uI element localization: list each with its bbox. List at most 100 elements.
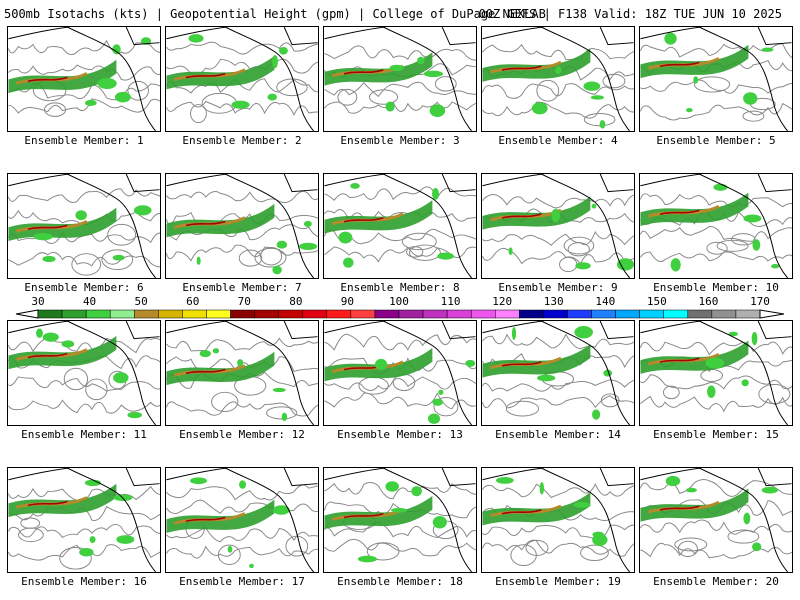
ensemble-map-panel: [323, 26, 477, 132]
isotach-height-map: [640, 321, 792, 425]
isotach-height-map: [640, 174, 792, 278]
isotach-height-map: [166, 27, 318, 131]
colorbar-tick-label: 100: [389, 295, 409, 308]
ensemble-map-panel: [639, 467, 793, 573]
colorbar-swatch: [519, 309, 544, 319]
colorbar-swatch: [37, 309, 63, 319]
ensemble-map-panel: [165, 173, 319, 279]
colorbar-tick-label: 90: [340, 295, 355, 308]
colorbar-swatch: [495, 309, 520, 319]
colorbar-swatch: [735, 309, 761, 319]
colorbar-swatch: [615, 309, 640, 319]
colorbar-swatch: [206, 309, 231, 319]
colorbar-right-arrow: [759, 309, 785, 319]
ensemble-map-panel: [7, 26, 161, 132]
colorbar-swatch: [158, 309, 183, 319]
ensemble-map-panel: [481, 467, 635, 573]
colorbar-swatch: [278, 309, 303, 319]
colorbar-tick-label: 160: [698, 295, 719, 308]
colorbar-tick-label: 140: [595, 295, 616, 308]
isotach-height-map: [640, 468, 792, 572]
ensemble-map-panel: [639, 320, 793, 426]
ensemble-map-panel: [7, 320, 161, 426]
colorbar-tick-label: 80: [289, 295, 303, 308]
isotach-height-map: [324, 27, 476, 131]
ensemble-member-label: Ensemble Member: 16: [21, 575, 147, 588]
isotach-height-map: [8, 321, 160, 425]
ensemble-member-label: Ensemble Member: 2: [182, 134, 302, 147]
ensemble-map-panel: [165, 26, 319, 132]
map-header: 500mb Isotachs (kts) | Geopotential Heig…: [4, 6, 796, 22]
colorbar-swatch: [446, 309, 472, 319]
header-valid-time: 00Z GEFS | F138 Valid: 18Z TUE JUN 10 20…: [478, 7, 782, 21]
colorbar-scale: [15, 309, 785, 319]
colorbar-swatch: [374, 309, 400, 319]
ensemble-map-panel: [481, 320, 635, 426]
colorbar-tick-label: 150: [646, 295, 667, 308]
ensemble-member-label: Ensemble Member: 17: [179, 575, 305, 588]
isotach-height-map: [166, 321, 318, 425]
colorbar-swatch: [591, 309, 616, 319]
colorbar-tick-label: 120: [492, 295, 513, 308]
colorbar: 30 40 50 60 70 80 90 100 110 120 130 140 150 160 170: [0, 296, 800, 320]
ensemble-member-label: Ensemble Member: 3: [340, 134, 460, 147]
colorbar-swatch: [230, 309, 255, 319]
ensemble-map-panel: [323, 467, 477, 573]
colorbar-swatch: [543, 309, 568, 319]
colorbar-swatch: [254, 309, 279, 319]
colorbar-swatch: [639, 309, 664, 319]
ensemble-map-panel: [639, 26, 793, 132]
isotach-height-map: [8, 27, 160, 131]
isotach-height-map: [166, 468, 318, 572]
ensemble-map-panel: [481, 173, 635, 279]
isotach-height-map: [324, 468, 476, 572]
isotach-height-map: [482, 27, 634, 131]
ensemble-member-label: Ensemble Member: 20: [653, 575, 779, 588]
colorbar-tick-label: 130: [543, 295, 564, 308]
ensemble-member-label: Ensemble Member: 1: [24, 134, 144, 147]
colorbar-swatch: [711, 309, 737, 319]
colorbar-swatch: [663, 309, 689, 319]
colorbar-swatch: [350, 309, 376, 319]
ensemble-member-label: Ensemble Member: 8: [340, 281, 460, 294]
ensemble-member-label: Ensemble Member: 19: [495, 575, 621, 588]
ensemble-map-panel: [7, 467, 161, 573]
isotach-height-map: [324, 321, 476, 425]
ensemble-member-label: Ensemble Member: 5: [656, 134, 776, 147]
colorbar-tick-label: 110: [440, 295, 461, 308]
isotach-height-map: [8, 468, 160, 572]
colorbar-swatch: [134, 309, 159, 319]
colorbar-tick-label: 170: [750, 295, 770, 308]
colorbar-swatch: [302, 309, 328, 319]
ensemble-member-label: Ensemble Member: 15: [653, 428, 779, 441]
isotach-height-map: [640, 27, 792, 131]
ensemble-map-panel: [481, 26, 635, 132]
header-title: 500mb Isotachs (kts) | Geopotential Heig…: [4, 7, 546, 21]
colorbar-swatch: [326, 309, 352, 319]
ensemble-map-panel: [165, 467, 319, 573]
ensemble-member-label: Ensemble Member: 4: [498, 134, 618, 147]
colorbar-swatch: [109, 309, 135, 319]
colorbar-tick-label: 60: [186, 295, 200, 308]
colorbar-tick-label: 70: [237, 295, 251, 308]
colorbar-swatch: [61, 309, 87, 319]
isotach-height-map: [8, 174, 160, 278]
ensemble-map-panel: [639, 173, 793, 279]
colorbar-swatch: [398, 309, 424, 319]
ensemble-member-label: Ensemble Member: 18: [337, 575, 463, 588]
colorbar-swatch: [687, 309, 713, 319]
ensemble-member-label: Ensemble Member: 9: [498, 281, 618, 294]
ensemble-member-label: Ensemble Member: 12: [179, 428, 305, 441]
colorbar-tick-label: 50: [134, 295, 148, 308]
ensemble-member-label: Ensemble Member: 14: [495, 428, 621, 441]
ensemble-member-label: Ensemble Member: 10: [653, 281, 779, 294]
colorbar-left-arrow: [15, 309, 39, 319]
ensemble-member-label: Ensemble Member: 11: [21, 428, 147, 441]
colorbar-tick-label: 30: [31, 295, 45, 308]
ensemble-map-panel: [323, 173, 477, 279]
colorbar-tick-label: 40: [82, 295, 97, 308]
ensemble-member-label: Ensemble Member: 6: [24, 281, 144, 294]
ensemble-map-panel: [323, 320, 477, 426]
colorbar-swatch: [567, 309, 592, 319]
ensemble-map-panel: [165, 320, 319, 426]
